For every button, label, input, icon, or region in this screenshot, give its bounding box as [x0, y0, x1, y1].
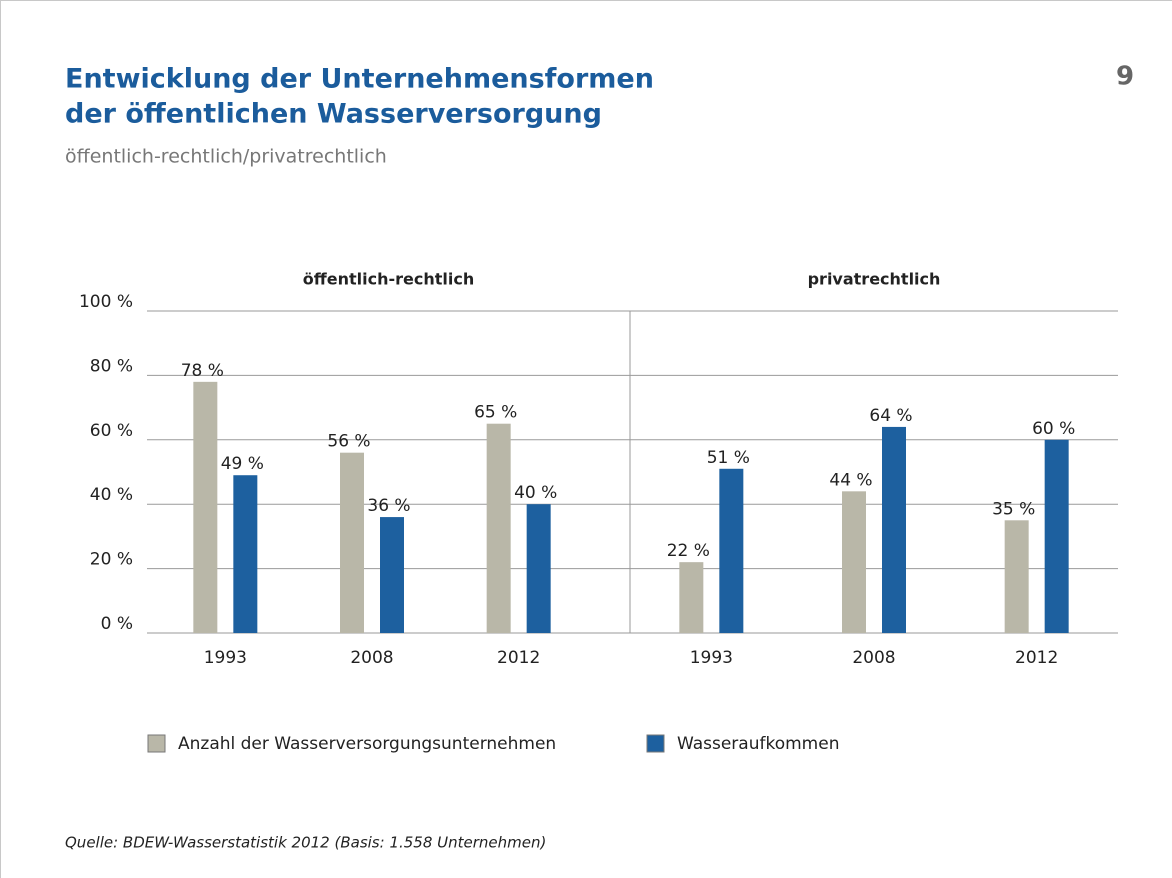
value-label: 49 %	[221, 454, 264, 474]
legend-label: Anzahl der Wasserversorgungsunternehmen	[178, 734, 556, 754]
y-tick-label: 100 %	[79, 292, 133, 312]
bar	[340, 452, 364, 633]
bar	[193, 381, 218, 633]
bar	[526, 504, 551, 633]
title-line: Entwicklung der Unternehmensformen	[65, 64, 654, 95]
y-tick-label: 60 %	[90, 421, 133, 441]
legend-label: Wasseraufkommen	[677, 734, 839, 754]
value-label: 40 %	[514, 483, 557, 503]
legend-swatch	[646, 734, 665, 753]
panel-title: öffentlich-rechtlich	[303, 270, 474, 289]
title-line: der öffentlichen Wasserversorgung	[65, 99, 602, 130]
x-tick-label: 2008	[852, 648, 895, 668]
bar	[679, 562, 704, 633]
bar	[380, 517, 404, 633]
bar	[233, 475, 258, 633]
value-label: 35 %	[992, 499, 1035, 519]
bar	[486, 423, 511, 633]
subtitle: öffentlich-rechtlich/privatrechtlich	[65, 146, 387, 168]
x-tick-label: 1993	[204, 648, 247, 668]
page-number: 9	[1116, 62, 1134, 92]
source: Quelle: BDEW-Wasserstatistik 2012 (Basis…	[65, 834, 546, 852]
bar	[719, 468, 744, 633]
value-label: 65 %	[474, 403, 517, 423]
value-label: 36 %	[367, 496, 410, 516]
bar	[1004, 520, 1029, 633]
y-tick-label: 0 %	[101, 614, 133, 634]
bar	[1044, 439, 1069, 633]
value-label: 64 %	[869, 406, 912, 426]
bar	[842, 491, 866, 633]
x-tick-label: 2008	[350, 648, 393, 668]
value-label: 44 %	[829, 470, 872, 490]
x-tick-label: 2012	[497, 648, 540, 668]
x-tick-label: 2012	[1015, 648, 1058, 668]
value-label: 78 %	[181, 361, 224, 381]
x-tick-label: 1993	[690, 648, 733, 668]
value-label: 51 %	[707, 448, 750, 468]
y-tick-label: 80 %	[90, 356, 133, 376]
y-tick-label: 20 %	[90, 550, 133, 570]
bar	[882, 426, 906, 633]
value-label: 56 %	[327, 432, 370, 452]
legend-swatch	[147, 734, 166, 753]
value-label: 60 %	[1032, 419, 1075, 439]
value-label: 22 %	[667, 541, 710, 561]
panel-title: privatrechtlich	[808, 270, 941, 289]
y-tick-label: 40 %	[90, 485, 133, 505]
